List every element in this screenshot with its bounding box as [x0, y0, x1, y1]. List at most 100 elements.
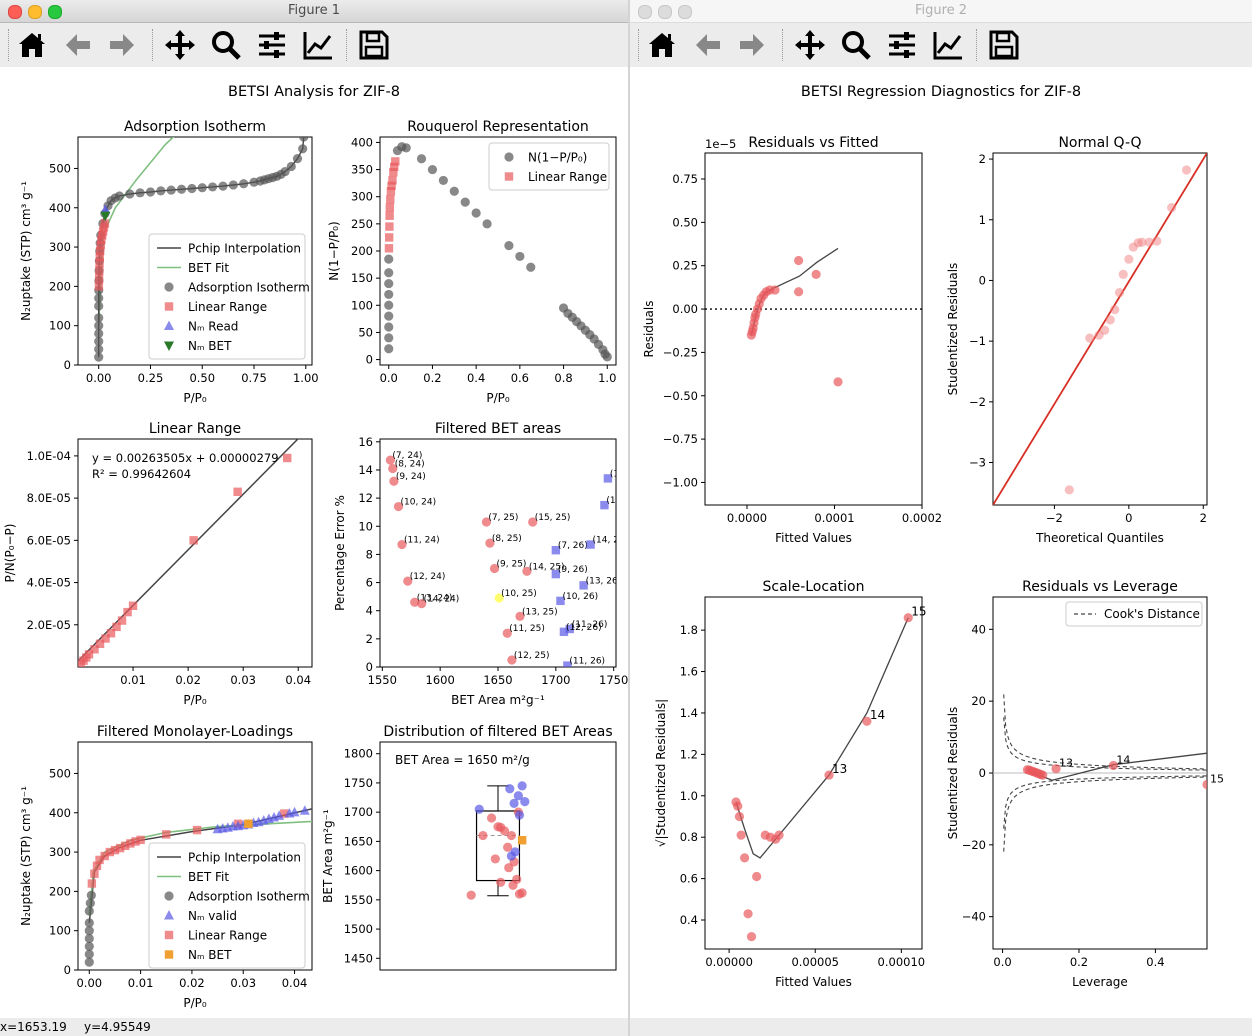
- plot-marks: (7, 24)(8, 24) (9, 24) (10, 24) (11, 24) (12…: [385, 451, 628, 667]
- linear-range-point: [389, 168, 398, 177]
- nm-valid-point: [289, 806, 300, 817]
- point-label: (12, 24): [410, 572, 446, 582]
- y-axis-label: BET Area m²g⁻¹: [321, 809, 335, 903]
- figure-canvas[interactable]: BETSI Regression Diagnostics for ZIF-8 R…: [630, 67, 1252, 1018]
- zoom-icon[interactable]: [210, 29, 242, 61]
- window-title: Figure 1: [287, 3, 341, 18]
- zoom-icon[interactable]: [840, 29, 872, 61]
- plot-frame: [704, 152, 923, 506]
- y-tick-label: −40: [962, 910, 986, 924]
- rouquerol-point: [504, 240, 514, 251]
- y-axis-label: N₂uptake (STP) cm³ g⁻¹: [19, 181, 33, 321]
- isotherm-point: [145, 187, 156, 197]
- forward-icon[interactable]: [736, 29, 768, 61]
- point-label: (7, 26): [558, 541, 588, 551]
- rouquerol-point: [384, 311, 394, 321]
- figure-2-canvas[interactable]: BETSI Regression Diagnostics for ZIF-8 R…: [630, 67, 1252, 1018]
- legend-label: N(1−P/P₀): [528, 151, 587, 165]
- bet-area-point: [510, 847, 520, 857]
- x-tick-label: 0.0001: [814, 511, 854, 525]
- linear-range-point: [110, 845, 120, 855]
- legend-swatch: [164, 302, 174, 311]
- plot-marks: [94, 137, 309, 362]
- window-titlebar[interactable]: Figure 1: [0, 0, 628, 23]
- chart-title: Residuals vs Fitted: [748, 135, 878, 151]
- isotherm-point: [125, 189, 135, 199]
- y-tick-label: 0.75: [672, 172, 698, 186]
- x-tick-label: 0.00010: [878, 955, 926, 969]
- scale-location-point: [903, 613, 913, 623]
- configure-subplots-icon[interactable]: [256, 29, 288, 61]
- home-icon[interactable]: [16, 29, 48, 61]
- isotherm-point: [84, 906, 94, 916]
- legend-swatch: [164, 930, 174, 940]
- x-tick-label: 0.00: [86, 371, 112, 385]
- filtered-area-point: [507, 655, 517, 665]
- lowess-line: [735, 617, 909, 859]
- save-icon[interactable]: [358, 29, 390, 61]
- y-tick-label: 350: [351, 163, 373, 177]
- minimize-window-icon[interactable]: [28, 5, 42, 19]
- outlier-label: 13: [1059, 757, 1073, 770]
- pan-icon[interactable]: [794, 29, 826, 61]
- rouquerol-point: [384, 278, 394, 289]
- linear-point: [95, 639, 105, 648]
- x-tick-label: 0.00000: [705, 955, 753, 969]
- back-icon[interactable]: [692, 29, 724, 61]
- figure-1-suptitle: BETSI Analysis for ZIF-8: [228, 84, 400, 100]
- point-label: (16: [610, 469, 625, 479]
- y-tick-label: 0: [366, 353, 373, 367]
- point-label: (11, 24): [404, 536, 440, 546]
- isotherm-point: [85, 898, 95, 908]
- figure-1-canvas[interactable]: BETSI Analysis for ZIF-8 Adsorption Isot…: [0, 67, 628, 1018]
- y-tick-label: 1.8: [680, 623, 698, 637]
- close-window-icon[interactable]: [8, 5, 22, 19]
- home-icon[interactable]: [646, 29, 678, 61]
- isotherm-point: [84, 933, 94, 944]
- y-tick-label: 12: [358, 491, 373, 505]
- pan-icon[interactable]: [164, 29, 196, 61]
- legend-swatch: [164, 891, 174, 901]
- figure-canvas[interactable]: BETSI Analysis for ZIF-8 Adsorption Isot…: [0, 67, 628, 1018]
- back-icon[interactable]: [62, 29, 94, 61]
- plot-marks: [384, 142, 612, 362]
- status-bar: x=1653.19 y=4.95549: [0, 1018, 628, 1036]
- chart-rvl: Residuals vs Leverage 0.0 0.2 0.4 −40 −20 0 20 4…: [946, 579, 1224, 989]
- zoom-window-icon[interactable]: [678, 5, 692, 19]
- figure-2-window: Figure 2 BETSI Regression Diagnostics fo…: [630, 0, 1252, 1036]
- point-label: (14, 24): [424, 595, 460, 605]
- rouquerol-point: [460, 197, 470, 207]
- forward-icon[interactable]: [106, 29, 138, 61]
- linear-range-point: [131, 837, 140, 846]
- point-label: (14, 26): [593, 536, 628, 546]
- legend-swatch: [164, 320, 174, 330]
- legend-swatch: [164, 950, 174, 959]
- window-titlebar[interactable]: Figure 2: [630, 0, 1252, 23]
- y-tick-label: 1650: [344, 834, 373, 848]
- x-tick-label: 0.0: [993, 955, 1011, 969]
- linear-point: [123, 607, 132, 617]
- close-window-icon[interactable]: [638, 5, 652, 19]
- linear-range-point: [95, 246, 105, 256]
- rouquerol-point: [449, 186, 459, 196]
- zoom-window-icon[interactable]: [48, 5, 62, 19]
- bet-area-point: [508, 880, 518, 890]
- minimize-window-icon[interactable]: [658, 5, 672, 19]
- plot-marks: [466, 781, 530, 900]
- point-label: (9, 25): [497, 559, 527, 569]
- filtered-area-point: [397, 539, 407, 550]
- rouquerol-point: [471, 208, 481, 218]
- isotherm-point: [299, 137, 309, 142]
- linear-range-point: [391, 157, 400, 166]
- edit-axis-icon[interactable]: [302, 29, 334, 61]
- linear-range-point: [97, 235, 106, 245]
- rouquerol-point: [384, 268, 394, 278]
- linear-range-point: [162, 830, 171, 839]
- y-tick-label: 0.4: [680, 913, 698, 927]
- window-title: Figure 2: [914, 3, 968, 18]
- edit-axis-icon[interactable]: [932, 29, 964, 61]
- configure-subplots-icon[interactable]: [886, 29, 918, 61]
- save-icon[interactable]: [988, 29, 1020, 61]
- selected-bet-point: [517, 836, 527, 845]
- navigation-toolbar: [0, 23, 628, 67]
